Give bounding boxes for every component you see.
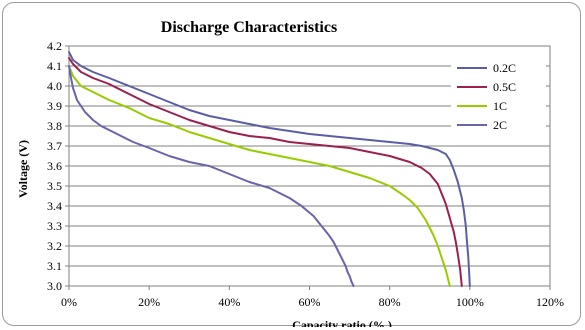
x-axis-label: Capacity ratio (% ) <box>292 318 392 327</box>
chart-frame: Discharge Characteristics 3.0 3.1 3.2 3.3 3.… <box>2 2 581 327</box>
y-tick-label: 4.2 <box>47 39 62 53</box>
x-tick-label: 60% <box>299 295 321 309</box>
series-line-0-5c <box>68 57 463 287</box>
x-tick-label: 120% <box>536 295 564 309</box>
legend-label: 0.2C <box>493 61 516 75</box>
x-tick-label: 40% <box>218 295 240 309</box>
series-line-0-2c <box>68 51 471 287</box>
series-line-1c <box>68 65 451 287</box>
y-tick-label: 3.9 <box>47 99 62 113</box>
legend: 0.2C 0.5C 1C 2C <box>451 54 546 132</box>
y-tick-label: 3.1 <box>47 259 62 273</box>
y-tick-label: 3.3 <box>47 219 62 233</box>
axis-layer: 3.0 3.1 3.2 3.3 3.4 3.5 3.6 3.7 3.8 3.9 4.0 4.1 4.2 0… <box>47 39 564 309</box>
y-tick-label: 3.0 <box>47 279 62 293</box>
discharge-chart: Discharge Characteristics 3.03.13.23.33.… <box>16 19 564 327</box>
legend-label: 2C <box>493 118 507 132</box>
legend-label: 1C <box>493 99 507 113</box>
y-tick-label: 3.5 <box>47 179 62 193</box>
y-axis-label: Voltage (V) <box>16 140 30 198</box>
y-tick-label: 3.6 <box>47 159 62 173</box>
y-tick-label: 3.7 <box>47 139 62 153</box>
y-tick-label: 3.2 <box>47 239 62 253</box>
y-tick-label: 4.0 <box>47 79 62 93</box>
x-tick-label: 0% <box>61 295 77 309</box>
legend-label: 0.5C <box>493 80 516 94</box>
y-tick-label: 4.1 <box>47 59 62 73</box>
y-tick-label: 3.4 <box>47 199 62 213</box>
chart-title: Discharge Characteristics <box>161 19 337 36</box>
x-tick-label: 100% <box>456 295 484 309</box>
x-tick-label: 20% <box>138 295 160 309</box>
x-tick-label: 80% <box>379 295 401 309</box>
series-layer <box>68 51 471 287</box>
series-line-2c <box>68 65 355 287</box>
y-tick-label: 3.8 <box>47 119 62 133</box>
